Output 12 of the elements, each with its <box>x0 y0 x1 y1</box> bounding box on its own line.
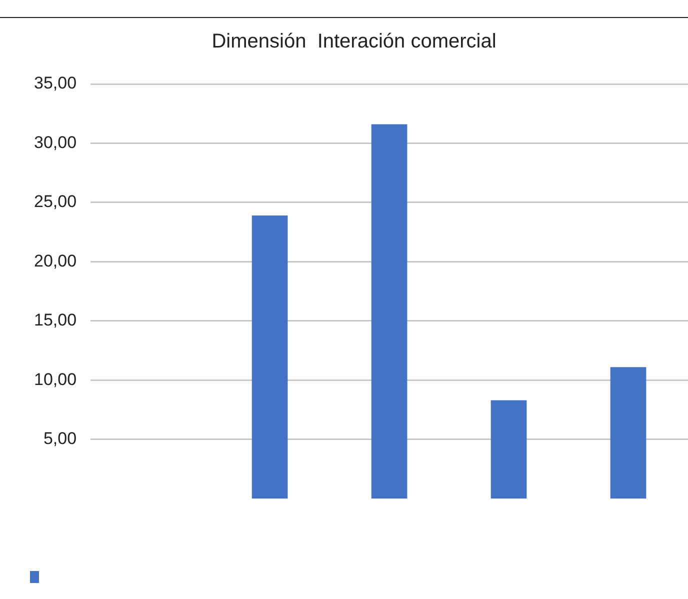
bar <box>252 215 288 499</box>
chart-title: Dimensión Interación comercial <box>212 30 496 53</box>
bar <box>371 124 408 499</box>
bar <box>490 400 527 499</box>
y-tick-label: 10,00 <box>34 370 77 389</box>
bar <box>610 367 646 499</box>
y-tick-label: 15,00 <box>34 310 77 330</box>
y-tick-label: 30,00 <box>34 132 77 152</box>
y-tick-label: 25,00 <box>34 192 77 212</box>
y-tick-label: 20,00 <box>34 251 77 270</box>
y-tick-label: 5,00 <box>43 429 77 448</box>
y-tick-label: 35,00 <box>34 74 77 93</box>
